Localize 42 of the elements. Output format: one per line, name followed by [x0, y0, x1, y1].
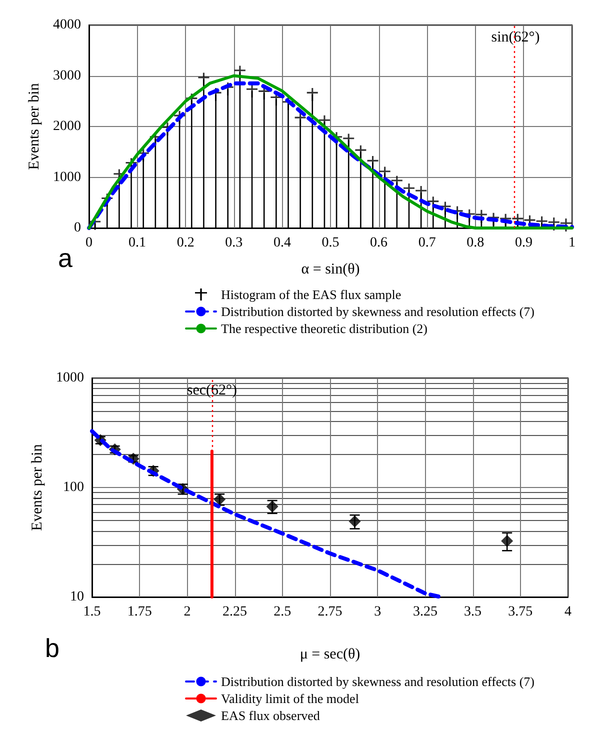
x-tick-label: 1 [568, 236, 576, 250]
x-tick-label: 3 [374, 604, 382, 620]
legend-label: Validity limit of the model [221, 691, 360, 706]
x-tick-label: 0.1 [128, 236, 146, 250]
legend-label: Histogram of the EAS flux sample [221, 287, 402, 302]
x-tick-label: 2.75 [318, 604, 342, 620]
legend-label: Distribution distorted by skewness and resolution effects (7) [221, 304, 535, 319]
x-tick-label: 0.2 [176, 236, 194, 250]
x-tick-label: 2.25 [222, 604, 248, 620]
x-axis-title: α = sin(θ) [301, 262, 360, 278]
x-tick-label: 0.3 [225, 236, 243, 250]
x-axis-title: μ = sec(θ) [300, 646, 360, 662]
x-tick-label: 0.8 [466, 236, 484, 250]
x-tick-label: 3.75 [508, 604, 533, 620]
ref-line-label: sin(62°) [491, 30, 540, 46]
y-tick-label: 100 [63, 480, 84, 495]
x-tick-label: 3.25 [412, 604, 438, 620]
y-tick-label: 10 [70, 590, 84, 604]
text: b [45, 633, 60, 663]
x-tick-label: 0.9 [514, 236, 532, 250]
x-tick-label: 0.6 [370, 236, 388, 250]
y-tick-label: 1000 [53, 170, 81, 185]
legend-label: EAS flux observed [221, 708, 320, 723]
x-tick-label: 4 [564, 604, 572, 620]
y-tick-label: 4000 [53, 18, 81, 32]
y-tick-label: 3000 [53, 68, 81, 84]
x-tick-label: 2.5 [274, 604, 292, 620]
text: a [58, 243, 73, 273]
x-tick-label: 0.4 [273, 236, 291, 250]
y-axis-title: Events per bin [26, 82, 43, 170]
y-axis-title: Events per bin [30, 444, 46, 531]
legend-label: The respective theoretic distribution (2) [221, 321, 428, 336]
x-tick-label: 1.5 [83, 604, 101, 620]
legend-label: Distribution distorted by skewness and resolution effects (7) [221, 674, 535, 689]
x-tick-label: 0.7 [418, 236, 436, 250]
y-tick-label: 2000 [53, 119, 81, 134]
x-tick-label: 3.5 [464, 604, 482, 620]
x-tick-label: 0.5 [322, 236, 340, 250]
x-tick-label: 2 [184, 604, 191, 620]
y-tick-label: 1000 [56, 370, 84, 386]
x-tick-label: 1.75 [127, 604, 152, 620]
y-tick-label: 0 [74, 220, 81, 236]
